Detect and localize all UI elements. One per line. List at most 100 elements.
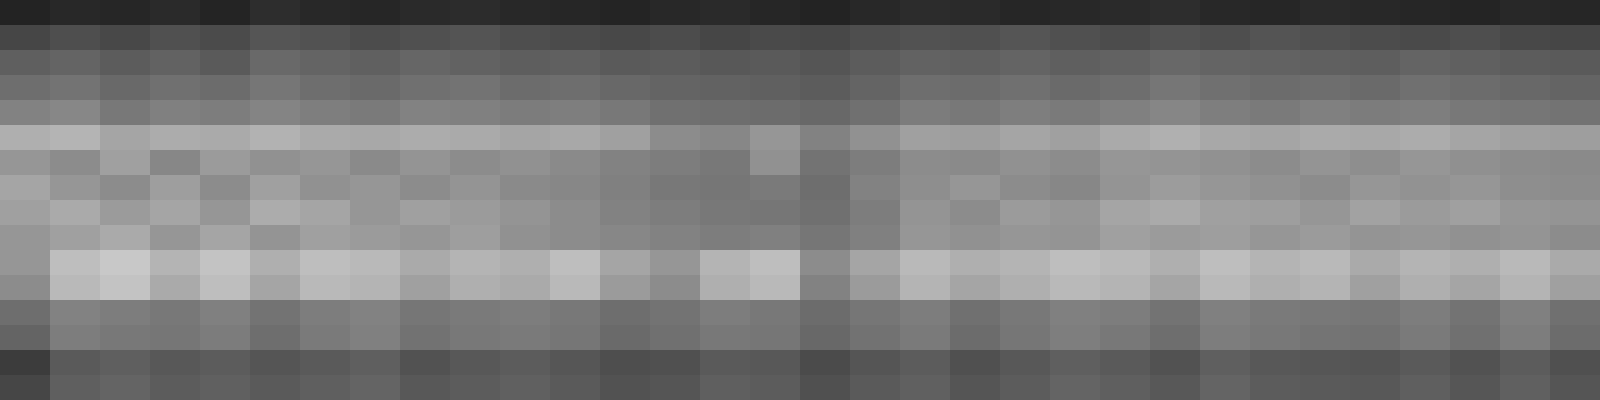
cell	[250, 125, 301, 151]
cell	[1350, 25, 1401, 51]
cell	[1550, 75, 1600, 101]
cell	[500, 175, 551, 201]
cell	[1300, 0, 1351, 26]
cell	[500, 225, 551, 251]
cell	[100, 125, 151, 151]
cell	[1200, 225, 1251, 251]
cell	[1000, 225, 1051, 251]
cell	[350, 25, 401, 51]
cell	[400, 175, 451, 201]
cell	[50, 250, 101, 276]
cell	[950, 25, 1001, 51]
cell	[1400, 75, 1451, 101]
cell	[1150, 125, 1201, 151]
cell	[1100, 75, 1151, 101]
cell	[1450, 75, 1501, 101]
cell	[1450, 375, 1501, 400]
cell	[500, 100, 551, 126]
cell	[300, 175, 351, 201]
cell	[750, 0, 801, 26]
cell	[300, 0, 351, 26]
cell	[100, 375, 151, 400]
cell	[1000, 300, 1051, 326]
cell	[1000, 0, 1051, 26]
cell	[100, 200, 151, 226]
cell	[450, 350, 501, 376]
cell	[200, 350, 251, 376]
cell	[350, 100, 401, 126]
cell	[1150, 375, 1201, 400]
cell	[1200, 150, 1251, 176]
cell	[400, 75, 451, 101]
cell	[200, 25, 251, 51]
cell	[550, 325, 601, 351]
cell	[900, 150, 951, 176]
cell	[1550, 225, 1600, 251]
cell	[250, 225, 301, 251]
cell	[800, 75, 851, 101]
cell	[850, 50, 901, 76]
cell	[150, 200, 201, 226]
cell	[1000, 125, 1051, 151]
cell	[650, 250, 701, 276]
cell	[550, 25, 601, 51]
cell	[50, 75, 101, 101]
cell	[750, 300, 801, 326]
cell	[700, 250, 751, 276]
cell	[1200, 200, 1251, 226]
cell	[350, 75, 401, 101]
cell	[1500, 250, 1551, 276]
cell	[1300, 250, 1351, 276]
cell	[750, 125, 801, 151]
cell	[700, 300, 751, 326]
cell	[900, 250, 951, 276]
cell	[1300, 75, 1351, 101]
cell	[1100, 300, 1151, 326]
cell	[150, 75, 201, 101]
cell	[950, 50, 1001, 76]
cell	[0, 75, 51, 101]
cell	[1200, 100, 1251, 126]
cell	[250, 50, 301, 76]
cell	[100, 50, 151, 76]
cell	[200, 125, 251, 151]
cell	[1200, 75, 1251, 101]
cell	[1500, 175, 1551, 201]
cell	[900, 75, 951, 101]
cell	[100, 0, 151, 26]
cell	[1450, 200, 1501, 226]
cell	[600, 0, 651, 26]
cell	[100, 75, 151, 101]
cell	[50, 375, 101, 400]
cell	[550, 375, 601, 400]
heatmap-chart	[0, 0, 1600, 400]
cell	[600, 125, 651, 151]
cell	[1200, 250, 1251, 276]
cell	[500, 350, 551, 376]
cell	[1050, 200, 1101, 226]
cell	[700, 25, 751, 51]
cell	[450, 100, 501, 126]
cell	[600, 150, 651, 176]
cell	[1250, 75, 1301, 101]
cell	[50, 0, 101, 26]
cell	[950, 275, 1001, 301]
cell	[1400, 175, 1451, 201]
cell	[1150, 75, 1201, 101]
cell	[1050, 275, 1101, 301]
cell	[850, 325, 901, 351]
cell	[800, 25, 851, 51]
cell	[300, 375, 351, 400]
cell	[450, 125, 501, 151]
cell	[1000, 375, 1051, 400]
cell	[1200, 50, 1251, 76]
cell	[400, 325, 451, 351]
cell	[1050, 225, 1101, 251]
cell	[1400, 50, 1451, 76]
cell	[700, 200, 751, 226]
cell	[500, 25, 551, 51]
cell	[1150, 275, 1201, 301]
cell	[1350, 300, 1401, 326]
cell	[450, 225, 501, 251]
cell	[1400, 325, 1451, 351]
